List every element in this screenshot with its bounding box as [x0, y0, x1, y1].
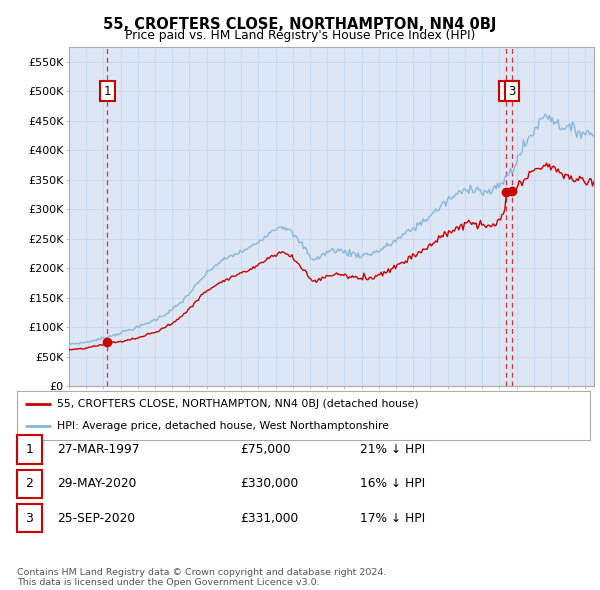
Text: 55, CROFTERS CLOSE, NORTHAMPTON, NN4 0BJ: 55, CROFTERS CLOSE, NORTHAMPTON, NN4 0BJ — [103, 17, 497, 31]
Text: £330,000: £330,000 — [240, 477, 298, 490]
Text: 16% ↓ HPI: 16% ↓ HPI — [360, 477, 425, 490]
Text: 1: 1 — [104, 85, 111, 98]
Text: 25-SEP-2020: 25-SEP-2020 — [57, 512, 135, 525]
Text: 3: 3 — [508, 85, 515, 98]
Text: 21% ↓ HPI: 21% ↓ HPI — [360, 443, 425, 456]
Text: 2: 2 — [25, 477, 34, 490]
Text: 3: 3 — [25, 512, 34, 525]
Text: 2: 2 — [503, 85, 510, 98]
Text: HPI: Average price, detached house, West Northamptonshire: HPI: Average price, detached house, West… — [57, 421, 389, 431]
Text: Price paid vs. HM Land Registry's House Price Index (HPI): Price paid vs. HM Land Registry's House … — [125, 30, 475, 42]
Text: 27-MAR-1997: 27-MAR-1997 — [57, 443, 139, 456]
Text: Contains HM Land Registry data © Crown copyright and database right 2024.
This d: Contains HM Land Registry data © Crown c… — [17, 568, 386, 587]
Text: 17% ↓ HPI: 17% ↓ HPI — [360, 512, 425, 525]
Text: £75,000: £75,000 — [240, 443, 290, 456]
Text: £331,000: £331,000 — [240, 512, 298, 525]
Text: 29-MAY-2020: 29-MAY-2020 — [57, 477, 136, 490]
Text: 1: 1 — [25, 443, 34, 456]
Text: 55, CROFTERS CLOSE, NORTHAMPTON, NN4 0BJ (detached house): 55, CROFTERS CLOSE, NORTHAMPTON, NN4 0BJ… — [57, 399, 419, 409]
